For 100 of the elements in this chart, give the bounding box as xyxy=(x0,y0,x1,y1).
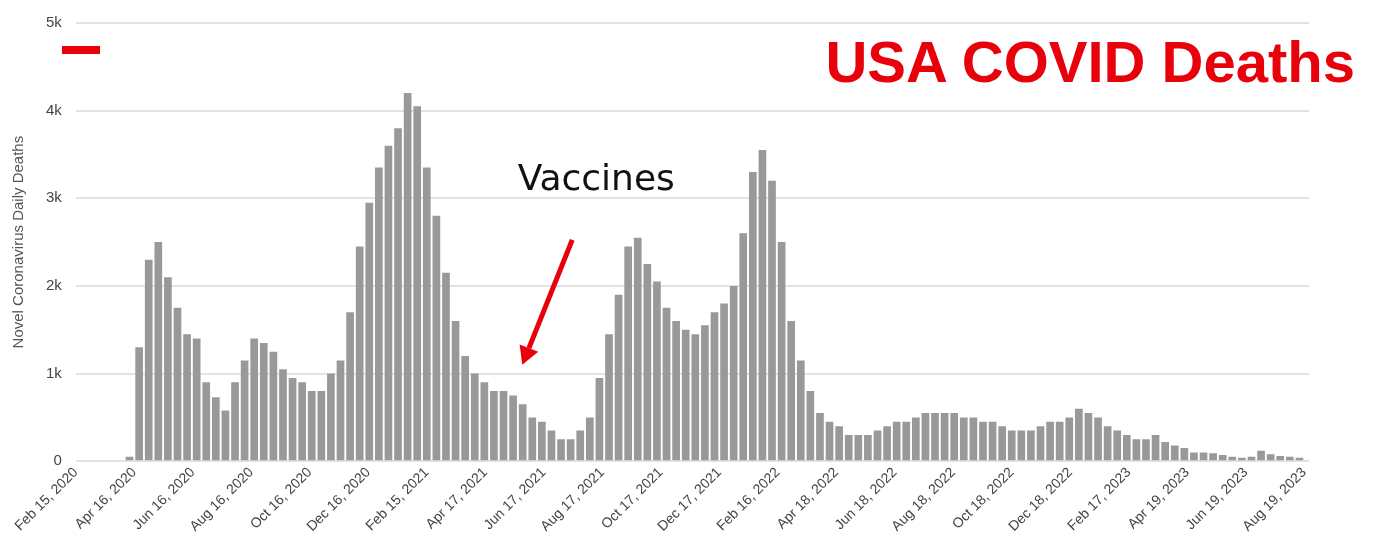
annotation: Vaccines xyxy=(517,157,675,199)
bar xyxy=(1199,452,1208,461)
bar xyxy=(633,237,642,461)
bar xyxy=(442,272,450,461)
bar xyxy=(595,377,604,461)
bar xyxy=(662,307,671,461)
bar xyxy=(173,307,182,461)
bar xyxy=(940,413,949,461)
bar xyxy=(605,334,613,461)
bar xyxy=(413,106,422,461)
bar xyxy=(164,277,172,461)
y-tick-label: 4k xyxy=(46,100,63,118)
bar xyxy=(912,417,920,461)
bar xyxy=(1276,455,1285,461)
bar xyxy=(959,417,968,461)
bar xyxy=(499,391,508,461)
bar xyxy=(806,391,815,461)
bar xyxy=(461,356,469,461)
bar xyxy=(1084,413,1093,461)
bar xyxy=(1209,453,1217,461)
bar xyxy=(1132,439,1141,461)
bar xyxy=(538,421,546,461)
bar xyxy=(969,417,978,461)
bar xyxy=(432,215,441,461)
bar xyxy=(1027,430,1035,461)
bar xyxy=(231,382,239,461)
bar xyxy=(1151,434,1160,461)
bar xyxy=(480,382,489,461)
bar xyxy=(375,167,383,461)
bar xyxy=(135,347,143,461)
chart-title: USA COVID Deaths xyxy=(825,28,1355,95)
bar xyxy=(835,426,843,461)
bar xyxy=(1266,454,1275,461)
bar xyxy=(739,233,748,461)
bar xyxy=(777,242,786,461)
y-tick-label: 5k xyxy=(46,13,63,31)
bar xyxy=(979,421,987,461)
bar xyxy=(490,391,498,461)
bar xyxy=(1103,426,1112,461)
bar xyxy=(624,246,633,461)
bar xyxy=(1122,434,1131,461)
bar xyxy=(1190,452,1198,461)
bar xyxy=(825,421,834,461)
bar xyxy=(931,413,939,461)
bar xyxy=(269,351,278,461)
bar xyxy=(509,395,517,461)
bar xyxy=(212,397,220,461)
bar xyxy=(1161,441,1169,461)
bar xyxy=(1094,417,1102,461)
bar xyxy=(768,180,776,461)
bar xyxy=(1285,456,1294,461)
bar xyxy=(346,312,354,461)
bar xyxy=(758,150,767,461)
bar xyxy=(614,294,623,461)
bar xyxy=(279,369,287,461)
bar xyxy=(672,320,680,461)
bar xyxy=(701,325,709,461)
bar xyxy=(403,93,412,461)
bar xyxy=(749,172,757,461)
bar xyxy=(796,360,805,461)
bar xyxy=(921,413,930,461)
bar xyxy=(288,377,297,461)
bar xyxy=(864,434,872,461)
bar xyxy=(470,373,479,461)
bar xyxy=(221,410,230,461)
y-tick-label: 3k xyxy=(46,188,63,206)
bar xyxy=(787,320,796,461)
bar xyxy=(816,413,824,461)
bar xyxy=(394,128,402,461)
bar xyxy=(1142,439,1150,461)
bar xyxy=(1113,430,1122,461)
bar xyxy=(1036,426,1045,461)
bar xyxy=(336,360,345,461)
bar xyxy=(988,421,997,461)
bar xyxy=(327,373,335,461)
y-tick-label: 0 xyxy=(53,451,62,469)
bar xyxy=(183,334,191,461)
bar xyxy=(710,312,719,461)
bar xyxy=(298,382,306,461)
bar xyxy=(1170,445,1179,461)
bar xyxy=(720,303,728,461)
bar xyxy=(643,264,652,461)
bar xyxy=(1075,408,1083,461)
bar xyxy=(259,342,268,461)
y-tick-label: 1k xyxy=(46,363,63,381)
bar xyxy=(1257,450,1265,461)
bar xyxy=(653,281,661,461)
y-axis-title: Novel Coronavirus Daily Deaths xyxy=(9,135,27,349)
bar xyxy=(250,338,259,461)
bar xyxy=(384,145,393,461)
bar xyxy=(998,426,1006,461)
bar xyxy=(1180,448,1189,461)
bar xyxy=(883,426,891,461)
bar xyxy=(422,167,431,461)
bar xyxy=(451,320,460,461)
bar xyxy=(576,430,585,461)
bar xyxy=(557,439,565,461)
bar xyxy=(566,439,575,461)
bar xyxy=(729,285,738,461)
bar xyxy=(1046,421,1054,461)
